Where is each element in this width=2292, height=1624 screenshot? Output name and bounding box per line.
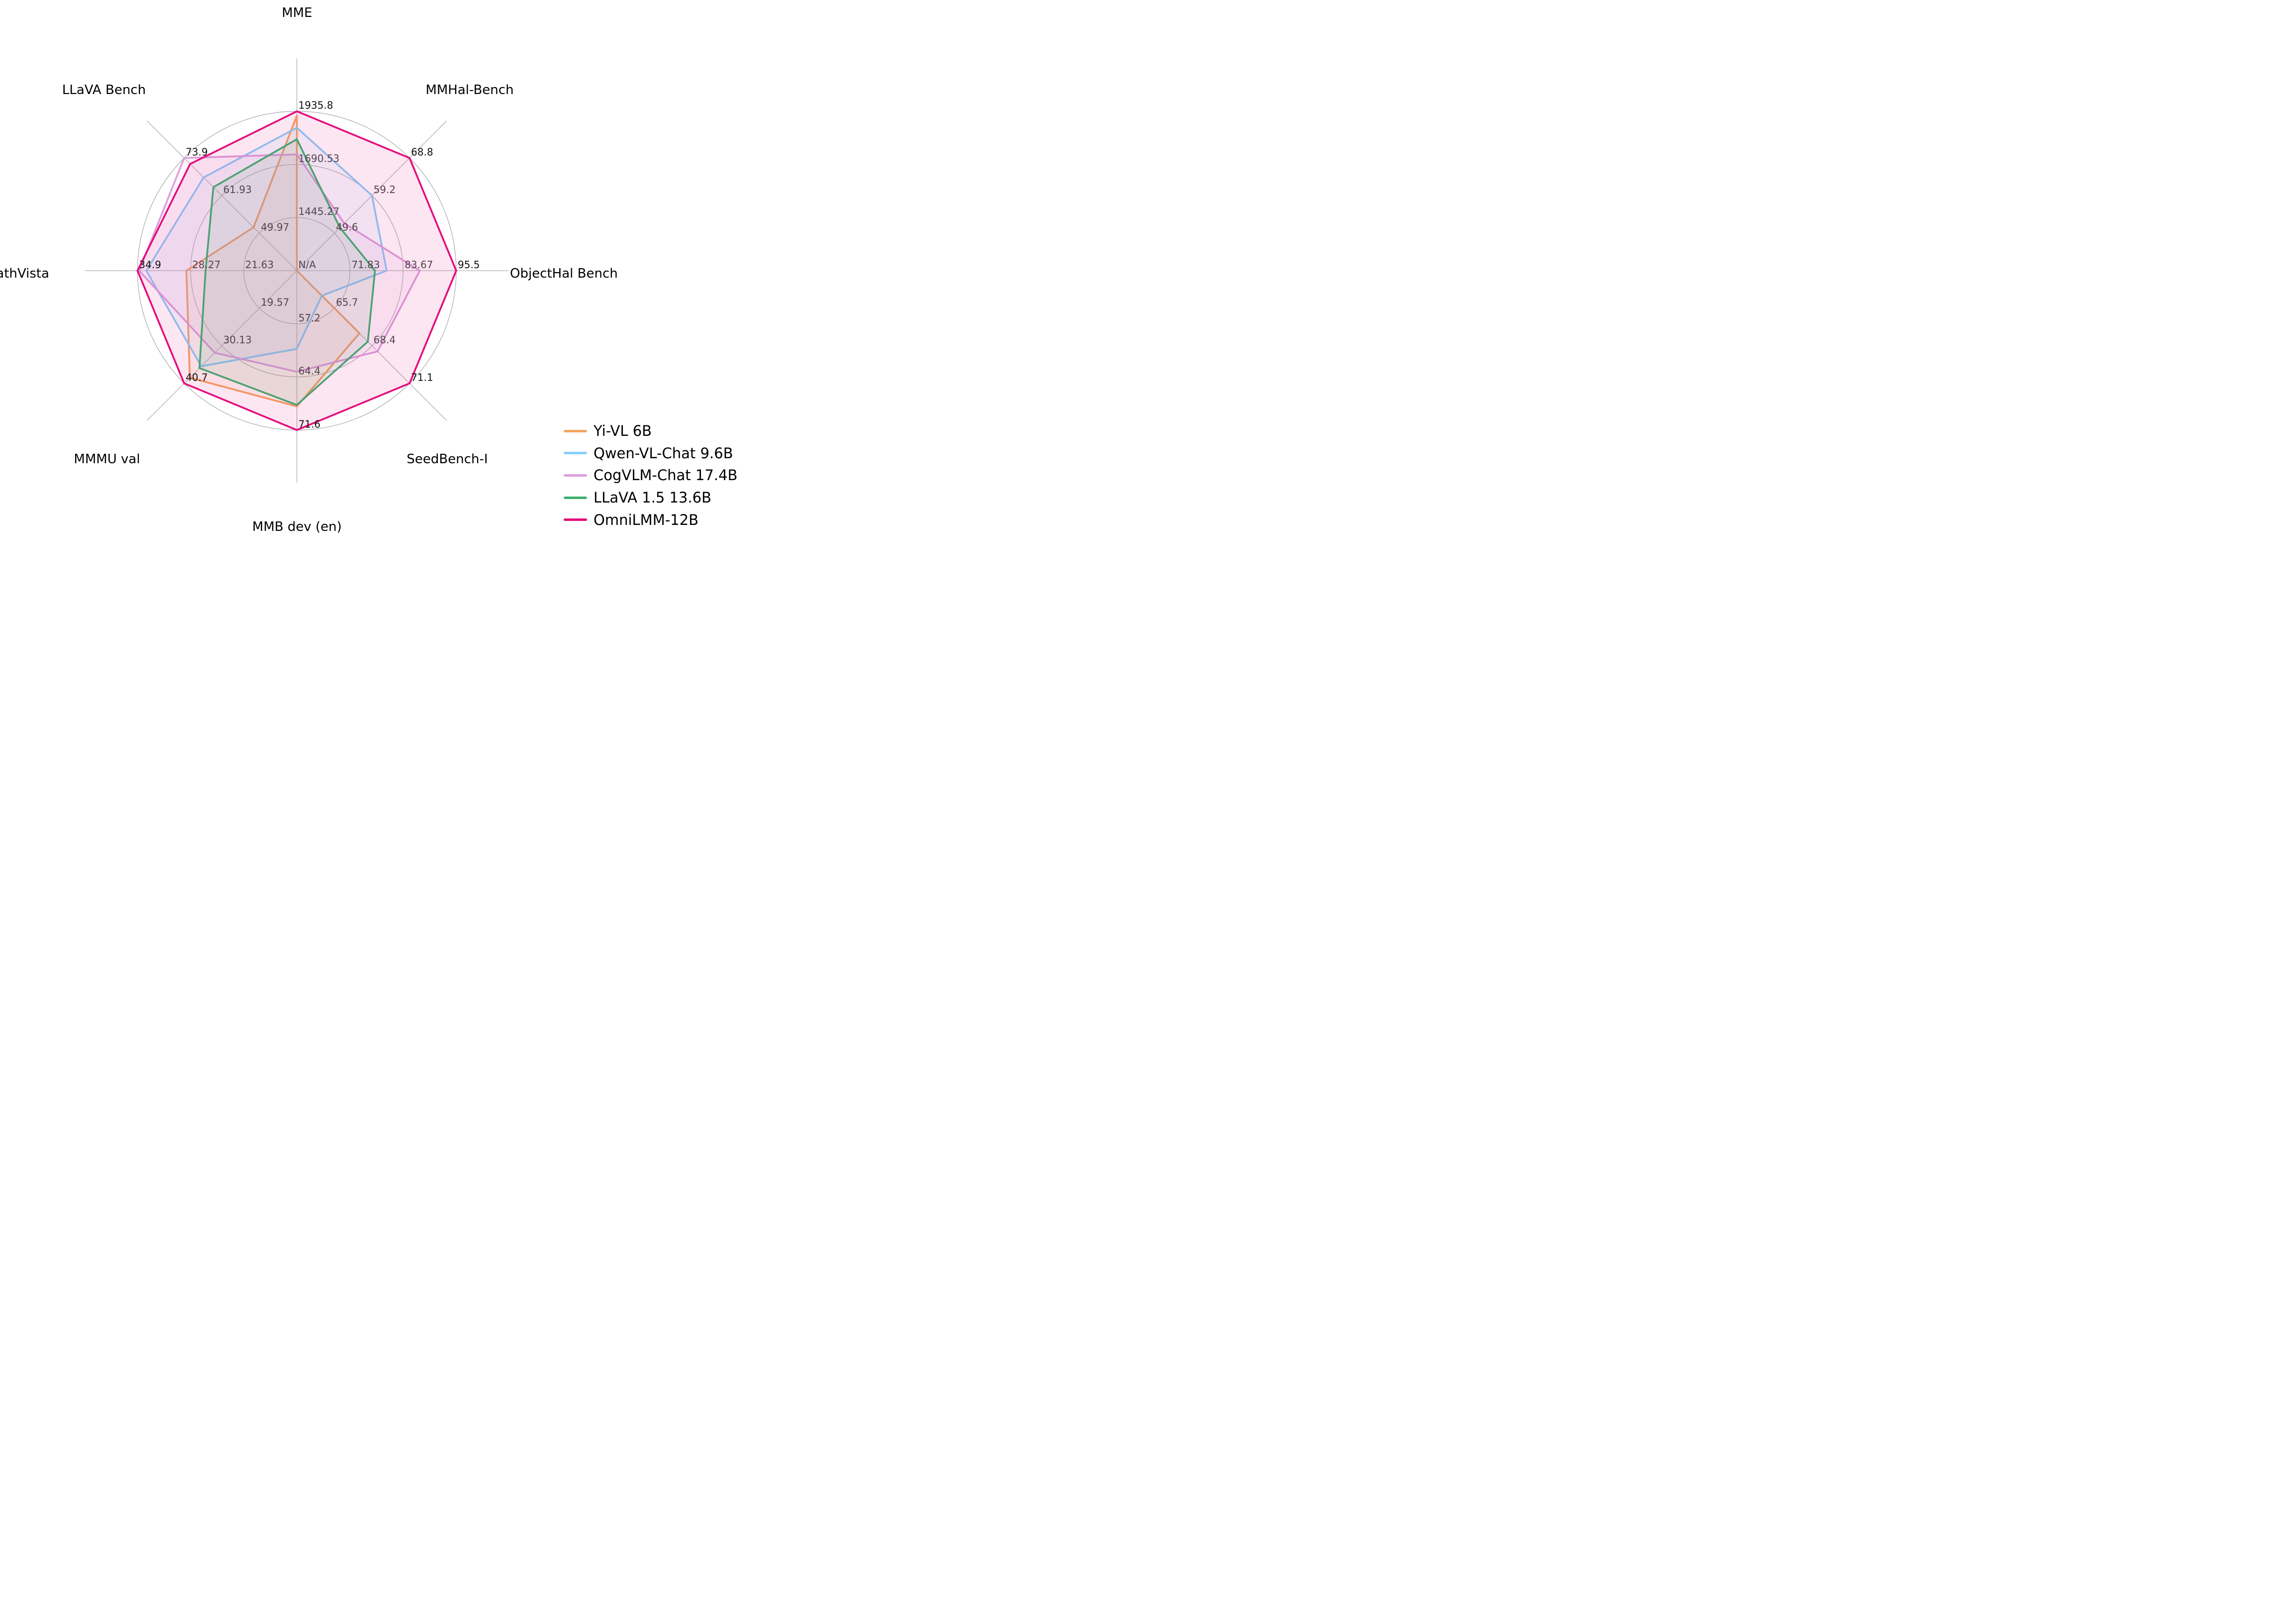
legend-label: Qwen-VL-Chat 9.6B xyxy=(594,444,733,462)
center-na-label: N/A xyxy=(299,259,316,271)
tick-label: 19.57 xyxy=(261,296,289,308)
tick-label: 30.13 xyxy=(223,334,252,346)
tick-label: 71.83 xyxy=(351,259,380,271)
tick-label: 71.6 xyxy=(299,418,321,430)
tick-label: 73.9 xyxy=(186,146,208,158)
axis-title-mmmu-val: MMMU val xyxy=(74,452,140,467)
legend-label: LLaVA 1.5 13.6B xyxy=(594,489,711,507)
tick-label: 65.7 xyxy=(336,296,358,308)
tick-label: 1935.8 xyxy=(299,100,333,111)
tick-label: 28.27 xyxy=(192,259,220,271)
series-line xyxy=(136,110,457,431)
tick-label: 83.67 xyxy=(404,259,433,271)
legend-item-cogvlm-chat-17-4b: CogVLM-Chat 17.4B xyxy=(564,464,737,487)
legend: Yi-VL 6B Qwen-VL-Chat 9.6B CogVLM-Chat 17.… xyxy=(564,420,737,531)
radar-chart: 1445.27 1690.53 1935.8 N/A 49.6 59.2 68.8 71.83… xyxy=(0,5,618,534)
series-qwen-vl-chat-9-6b xyxy=(145,126,388,368)
tick-label: 95.5 xyxy=(458,259,480,271)
series-line xyxy=(145,126,388,368)
axis-title-mathvista: MathVista xyxy=(0,266,49,281)
legend-label: Yi-VL 6B xyxy=(594,422,652,440)
legend-swatch xyxy=(564,452,587,455)
axis-title-seedbench-i: SeedBench-I xyxy=(406,452,488,467)
legend-item-qwen-vl-chat-9-6b: Qwen-VL-Chat 9.6B xyxy=(564,442,737,465)
axis-titles: MME MMHal-Bench ObjectHal Bench SeedBench-I… xyxy=(0,5,618,534)
series-line xyxy=(185,114,361,407)
legend-label: CogVLM-Chat 17.4B xyxy=(594,467,738,484)
tick-label: 61.93 xyxy=(223,184,252,196)
tick-label: 49.6 xyxy=(336,221,358,233)
tick-label: 1445.27 xyxy=(299,205,340,217)
axis-title-mmb-dev-en-: MMB dev (en) xyxy=(252,519,342,534)
axis-title-mmhal-bench: MMHal-Bench xyxy=(425,83,513,98)
tick-label: 71.1 xyxy=(411,371,433,383)
tick-label: 57.2 xyxy=(299,312,321,324)
series-fill xyxy=(146,127,387,367)
radar-chart-figure: 1445.27 1690.53 1935.8 N/A 49.6 59.2 68.8 71.83… xyxy=(0,0,764,541)
series-fill xyxy=(139,154,420,372)
legend-swatch xyxy=(564,474,587,477)
series-omnilmm-12b xyxy=(136,110,457,431)
tick-label: 49.97 xyxy=(261,221,289,233)
legend-item-llava-1-5-13-6b: LLaVA 1.5 13.6B xyxy=(564,487,737,509)
legend-swatch xyxy=(564,429,587,432)
tick-label: 1690.53 xyxy=(299,152,340,164)
tick-label: 64.4 xyxy=(299,365,321,377)
axis-title-objecthal-bench: ObjectHal Bench xyxy=(510,266,618,281)
series-fill xyxy=(186,115,360,406)
tick-label: 21.63 xyxy=(245,259,274,271)
series-llava-1-5-13-6b xyxy=(199,138,376,406)
legend-item-omnilmm-12b: OmniLMM-12B xyxy=(564,508,737,531)
tick-label: 68.8 xyxy=(411,146,433,158)
series-line xyxy=(138,153,421,373)
legend-item-yi-vl-6b: Yi-VL 6B xyxy=(564,420,737,442)
legend-swatch xyxy=(564,496,587,499)
series-fill xyxy=(137,111,456,430)
legend-label: OmniLMM-12B xyxy=(594,511,698,528)
tick-label: 59.2 xyxy=(374,184,396,196)
series-cogvlm-chat-17-4b xyxy=(138,153,421,373)
axis-title-llava-bench: LLaVA Bench xyxy=(62,83,146,98)
series-fill xyxy=(199,139,375,405)
series-line xyxy=(199,138,376,406)
tick-label: 34.9 xyxy=(139,259,161,271)
legend-swatch xyxy=(564,518,587,521)
series-yi-vl-6b xyxy=(185,114,361,407)
tick-label: 40.7 xyxy=(186,371,208,383)
tick-label: 68.4 xyxy=(374,334,396,346)
axis-title-mme: MME xyxy=(282,5,312,20)
tick-labels: 1445.27 1690.53 1935.8 N/A 49.6 59.2 68.8 71.83… xyxy=(139,100,480,430)
